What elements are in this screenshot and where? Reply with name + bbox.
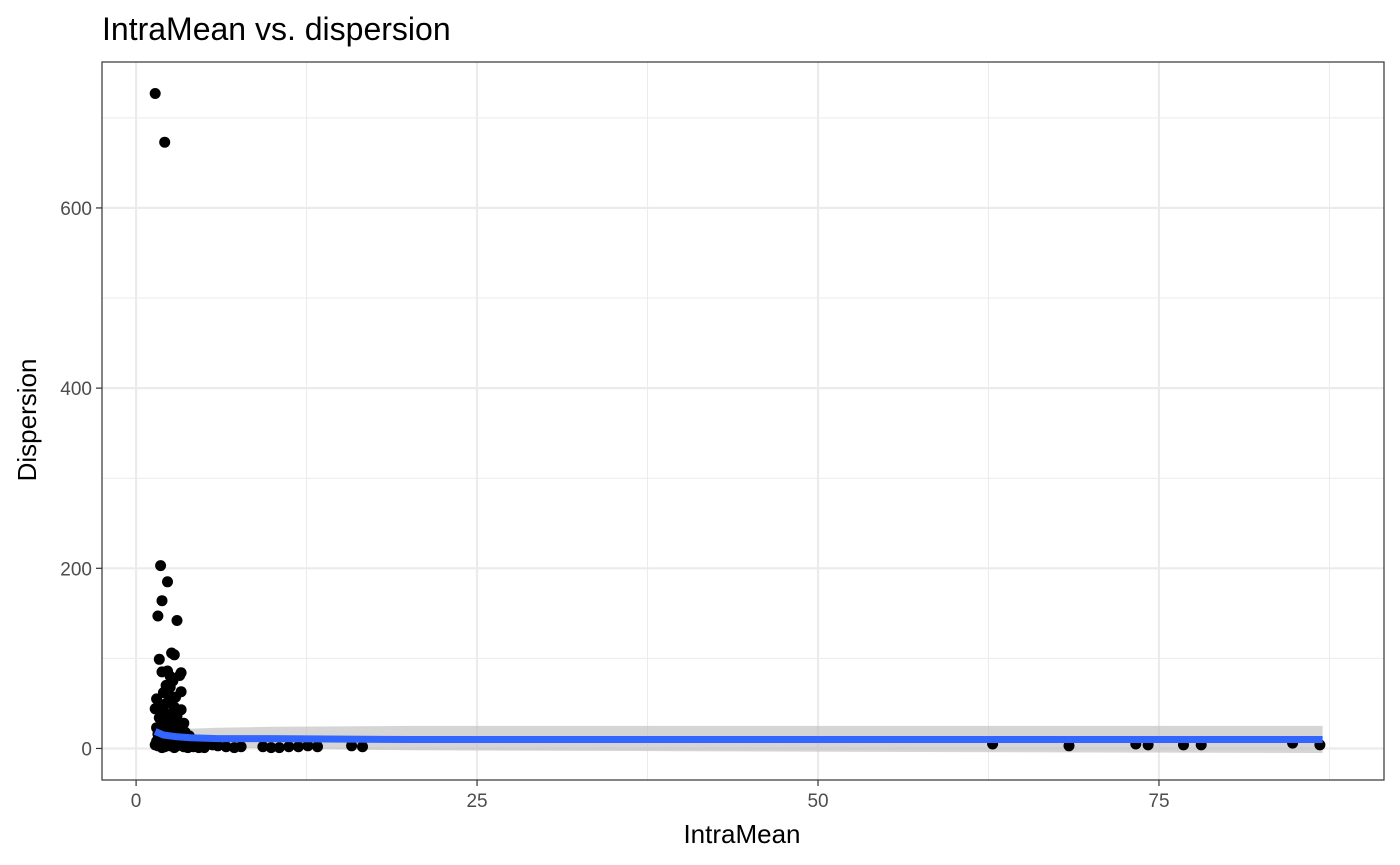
scatter-point [153,653,165,665]
scatter-point [283,741,295,753]
scatter-point [292,741,304,753]
x-tick-label: 0 [131,791,142,812]
scatter-point [212,740,224,752]
scatter-point [155,560,167,572]
axis-ticks: 0 25 50 75 0 200 400 600 [60,199,1169,812]
smooth-line [153,728,1323,743]
chart-title: IntraMean vs. dispersion [102,11,451,47]
scatter-point [152,610,164,622]
x-axis-label: IntraMean [683,819,800,849]
scatter-point [312,741,323,753]
scatter-point [156,595,168,607]
scatter-point [265,742,277,754]
scatter-point [156,742,168,754]
scatter-point [162,576,173,588]
scatter-point [168,742,180,754]
scatter-point [193,742,205,754]
smooth-line-layer [153,728,1323,743]
scatter-point [346,740,358,752]
grid-lines [102,62,1384,780]
scatter-point [273,742,285,754]
scatter-point [357,741,368,753]
x-tick-label: 25 [466,791,487,812]
scatter-point [182,742,194,754]
x-tick-label: 50 [807,791,828,812]
scatter-point [168,649,180,661]
y-tick-label: 400 [60,379,92,400]
scatter-point [235,741,247,753]
y-tick-label: 600 [60,199,92,220]
panel-border [101,61,1385,781]
y-tick-label: 0 [81,739,92,760]
scatter-point [220,741,232,753]
x-tick-label: 75 [1148,791,1169,812]
y-tick-label: 200 [60,559,92,580]
scatter-point [149,88,161,99]
scatter-point [171,615,183,626]
scatter-point [149,703,161,715]
scatter-point [159,136,171,148]
y-axis-label: Dispersion [12,359,42,482]
scatter-point [302,740,314,752]
scatter-point [257,741,269,753]
scatter-point [1063,740,1075,752]
